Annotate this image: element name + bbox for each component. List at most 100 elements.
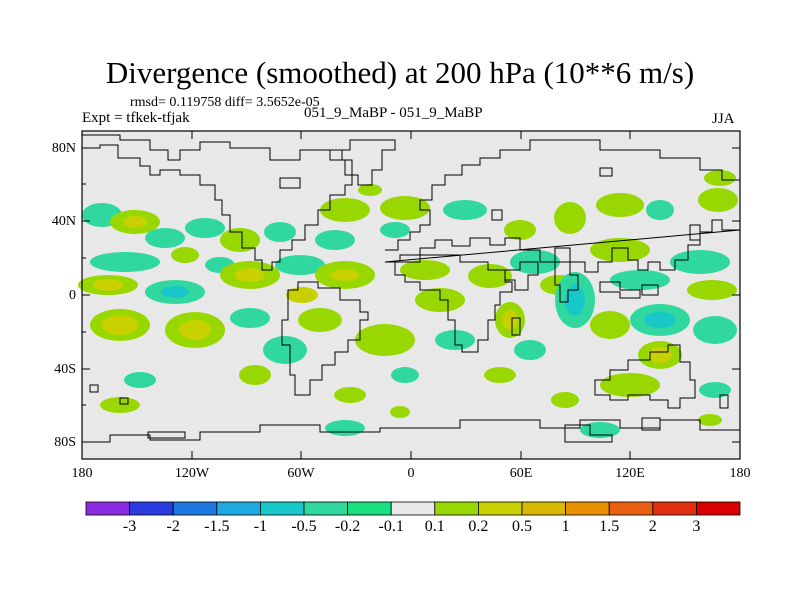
lon-label: 60E [509,466,533,481]
north-america-coastline [82,134,353,271]
colorbar-swatch [608,501,654,516]
anomaly-patch [698,414,722,426]
colorbar-tick-label: -0.5 [291,518,317,535]
anomaly-patch [298,308,342,332]
anomaly-patch [179,320,211,340]
colorbar-swatch [259,501,305,516]
colorbar-swatch [216,501,261,516]
anomaly-patch [693,316,737,344]
anomaly-patch [286,287,318,303]
colorbar-swatch [129,501,174,516]
colorbar-tick-label: -1 [253,518,268,535]
anomaly-patch [325,420,365,436]
anomaly-patch [670,250,730,274]
anomaly-patch [355,324,415,356]
anomaly-patch [554,202,586,234]
colorbar-swatch [390,501,436,516]
anomaly-patch [590,238,650,262]
anomaly-patch [161,286,189,298]
chart-title: Divergence (smoothed) at 200 hPa (10**6 … [105,55,695,90]
axis-ticks [82,131,740,459]
anomaly-patch [315,230,355,250]
anomaly-patch [596,193,644,217]
lon-label: 120W [174,466,210,481]
lon-label: 180 [71,466,93,481]
colorbar-swatch [652,501,697,516]
australia-coastline [594,344,696,409]
eurasia-coastline [384,139,741,273]
antarctic-shelf-coastline [147,424,613,443]
anomaly-patch [145,228,185,248]
colorbar-tick-label: -1.5 [204,518,230,535]
indonesia-coastline [599,281,659,299]
colorbar-tick-label: 3 [692,518,701,535]
anomaly-patch [263,336,307,364]
anomaly-patch [102,315,138,335]
stats-line: rmsd= 0.119758 diff= 3.5652e-05 [130,95,320,110]
anomaly-patch [514,340,546,360]
india-coastline [554,261,579,303]
anomaly-patch [124,372,156,388]
new-zealand-coastline [719,394,729,409]
anomaly-patch [171,247,199,263]
anomaly-patch [391,367,419,383]
south-america-coastline [281,281,369,396]
season-label: JJA [712,111,735,127]
colorbar-swatch [303,501,348,516]
anomaly-patch [698,188,738,212]
coastlines [82,134,741,443]
lat-label: 0 [69,288,76,303]
anomaly-patch [264,222,296,242]
colorbar-swatch [477,501,523,516]
greenland-coastline [329,139,396,186]
colorbar-tick-label: 0.1 [424,518,445,535]
colorbar-tick-label: -0.1 [378,518,404,535]
island-coastline [89,167,661,431]
anomaly-patch [331,269,359,281]
colorbar-swatch [565,501,610,516]
anomaly-patch [646,200,674,220]
colorbar [85,501,741,516]
anomaly-patch [235,268,265,282]
colorbar-swatch [347,501,392,516]
arabia-coastline [504,261,539,291]
anomaly-patch [380,222,410,238]
anomaly-patch [551,392,579,408]
runs-line: 051_9_MaBP - 051_9_MaBP [304,105,483,121]
colorbar-tick-label: 1.5 [599,518,620,535]
anomaly-patch [600,373,660,397]
colorbar-tick-label: 0.2 [468,518,489,535]
anomaly-patch [220,228,260,252]
anomaly-patch [400,260,450,280]
anomaly-patch [580,422,620,438]
anomaly-patch [687,280,737,300]
anomaly-patch [275,255,325,275]
anomaly-fields [78,170,738,438]
anomaly-patch [93,279,123,291]
colorbar-tick-label: 2 [648,518,657,535]
colorbar-swatch [85,501,130,516]
anomaly-patch [443,200,487,220]
anomaly-patch [230,308,270,328]
anomaly-patch [648,347,672,363]
madagascar-coastline [511,317,521,336]
colorbar-tick-label: -0.2 [334,518,361,535]
lon-label: 60W [287,466,315,481]
colorbar-swatch [434,501,479,516]
japan-coastline [689,224,701,241]
anomaly-patch [704,170,736,186]
experiment-line: Expt = tfkek-tfjak [82,110,190,126]
anomaly-patch [100,397,140,413]
colorbar-tick-label: 0.5 [512,518,532,535]
anomaly-patch [565,284,585,316]
anomaly-patch [610,270,670,290]
lat-label: 40N [51,214,76,229]
anomaly-patch [699,382,731,398]
colorbar-tick-label: -3 [122,518,137,535]
colorbar-swatch [521,501,566,516]
lat-label: 80S [54,435,76,450]
anomaly-patch [358,184,382,196]
anomaly-patch [502,310,518,330]
lat-label: 40S [54,362,76,377]
